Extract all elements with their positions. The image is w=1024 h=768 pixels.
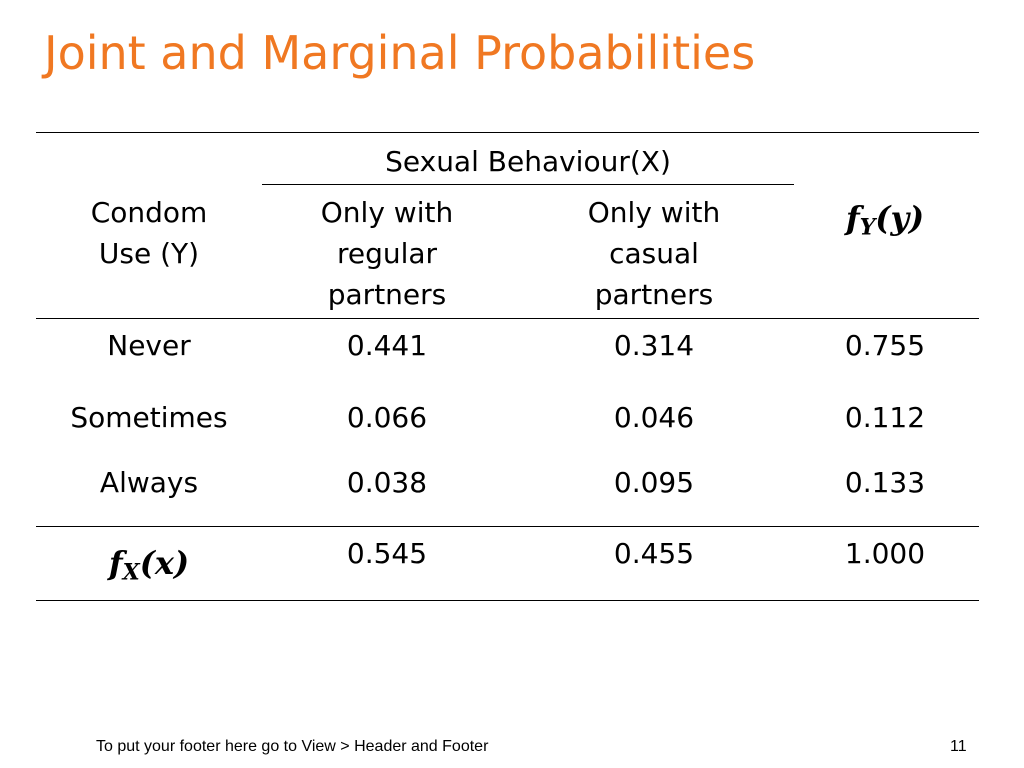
group-header-sexual-behaviour: Sexual Behaviour(X) <box>385 145 671 178</box>
marginal-y-value: 0.133 <box>844 466 926 499</box>
row-header-line: Condom <box>90 196 208 229</box>
marginal-y-value: 0.755 <box>844 329 926 362</box>
column-header-line: regular <box>336 237 438 270</box>
row-label: Never <box>107 329 191 362</box>
row-label: Always <box>99 466 199 499</box>
column-header-line: Only with <box>587 196 721 229</box>
slide-title: Joint and Marginal Probabilities <box>44 26 756 80</box>
column-header-casual-partners: Only with casual partners <box>528 192 780 315</box>
cell-value: 0.314 <box>613 329 695 362</box>
header-bottom-rule <box>36 318 979 319</box>
marginal-y-header: fY(y) <box>845 199 925 241</box>
column-header-regular-partners: Only with regular partners <box>262 192 512 315</box>
column-header-line: Only with <box>320 196 454 229</box>
table-top-rule <box>36 132 979 133</box>
cell-value: 0.095 <box>613 466 695 499</box>
column-header-line: partners <box>594 278 714 311</box>
marginal-x-value: 0.545 <box>346 537 428 570</box>
totals-top-rule <box>36 526 979 527</box>
cell-value: 0.066 <box>346 401 428 434</box>
marginal-y-value: 0.112 <box>844 401 926 434</box>
marginal-x-label: fX(x) <box>108 544 190 586</box>
marginal-x-value: 0.455 <box>613 537 695 570</box>
row-header-line: Use (Y) <box>98 237 200 270</box>
column-header-line: casual <box>609 237 699 270</box>
cell-value: 0.046 <box>613 401 695 434</box>
table-bottom-rule <box>36 600 979 601</box>
cell-value: 0.038 <box>346 466 428 499</box>
row-label: Sometimes <box>70 401 228 434</box>
row-header-condom-use: Condom Use (Y) <box>40 192 258 274</box>
column-header-line: partners <box>327 278 447 311</box>
cell-value: 0.441 <box>346 329 428 362</box>
grand-total-value: 1.000 <box>844 537 926 570</box>
slide-footer: To put your footer here go to View > Hea… <box>96 738 489 755</box>
page-number: 11 <box>950 738 967 755</box>
group-header-rule <box>262 184 794 185</box>
